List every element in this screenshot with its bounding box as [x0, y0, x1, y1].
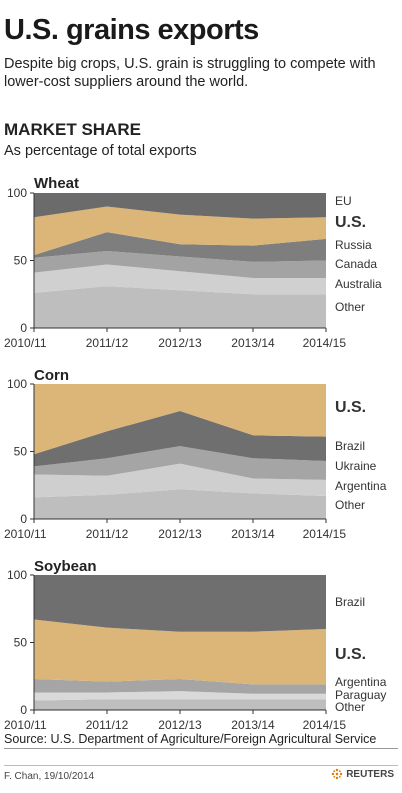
area-corn-brazil	[34, 411, 326, 467]
panel-title: Soybean	[34, 558, 97, 575]
series-label: Other	[335, 700, 365, 714]
x-tick-label: 2014/15	[303, 527, 347, 541]
source-note: Source: U.S. Department of Agriculture/F…	[4, 732, 377, 746]
area-soybean-us	[34, 619, 326, 685]
series-label: Ukraine	[335, 459, 377, 473]
charts-canvas: 0 50 100 2010/11 2011/12 2012/13 2013/14 2014/1…	[4, 175, 387, 730]
x-tick-label: 2012/13	[158, 527, 202, 541]
y-tick-label: 0	[20, 512, 27, 526]
y-tick-label: 100	[7, 377, 27, 391]
reuters-dots-icon	[332, 768, 343, 780]
y-tick-label: 50	[14, 254, 28, 268]
area-soybean-paraguay	[34, 691, 326, 701]
series-label: Canada	[335, 257, 377, 271]
series-label: U.S.	[335, 214, 366, 231]
series-label: Argentina	[335, 675, 387, 689]
x-tick-label: 2013/14	[231, 527, 275, 541]
section-subtitle: As percentage of total exports	[4, 143, 197, 159]
footer-rule-bottom	[4, 765, 398, 766]
series-label: U.S.	[335, 646, 366, 663]
area-wheat-russia	[34, 232, 326, 262]
brand-logo: REUTERS	[331, 768, 394, 780]
area-soybean-other	[34, 699, 326, 710]
x-tick-label: 2014/15	[303, 718, 347, 730]
y-tick-label: 100	[7, 186, 27, 200]
area-wheat-other	[34, 286, 326, 328]
area-wheat-australia	[34, 264, 326, 295]
series-label: U.S.	[335, 399, 366, 416]
series-label: Australia	[335, 277, 382, 291]
y-tick-label: 50	[14, 445, 28, 459]
x-tick-label: 2010/11	[4, 336, 47, 350]
area-wheat-eu	[34, 193, 326, 219]
x-tick-label: 2011/12	[86, 527, 129, 541]
brand-name: REUTERS	[346, 768, 394, 780]
area-corn-ukraine	[34, 446, 326, 480]
y-tick-label: 0	[20, 321, 27, 335]
y-tick-label: 0	[20, 703, 27, 717]
x-tick-label: 2011/12	[86, 336, 129, 350]
y-tick-label: 50	[14, 636, 28, 650]
series-label: Russia	[335, 238, 372, 252]
x-tick-label: 2010/11	[4, 718, 47, 730]
x-tick-label: 2013/14	[231, 718, 275, 730]
area-wheat-canada	[34, 251, 326, 279]
panel-title: Corn	[34, 367, 69, 384]
series-label: Argentina	[335, 479, 387, 493]
area-corn-argentina	[34, 463, 326, 498]
x-tick-label: 2011/12	[86, 718, 129, 730]
series-label: EU	[335, 194, 352, 208]
page-title: U.S. grains exports	[4, 14, 259, 46]
series-label: Paraguay	[335, 688, 386, 702]
area-corn-us	[34, 384, 326, 455]
x-tick-label: 2010/11	[4, 527, 47, 541]
y-tick-label: 100	[7, 568, 27, 582]
area-corn-other	[34, 489, 326, 519]
panel-title: Wheat	[34, 175, 79, 192]
section-title: MARKET SHARE	[4, 120, 141, 139]
series-label: Brazil	[335, 595, 365, 609]
x-tick-label: 2013/14	[231, 336, 275, 350]
area-soybean-brazil	[34, 575, 326, 632]
series-label: Brazil	[335, 439, 365, 453]
credit-line: F. Chan, 19/10/2014	[4, 771, 95, 782]
x-tick-label: 2012/13	[158, 336, 202, 350]
series-label: Other	[335, 300, 365, 314]
area-soybean-argentina	[34, 678, 326, 694]
x-tick-label: 2014/15	[303, 336, 347, 350]
series-label: Other	[335, 498, 365, 512]
footer-rule	[4, 748, 398, 749]
page-subtitle: Despite big crops, U.S. grain is struggl…	[4, 56, 376, 90]
x-tick-label: 2012/13	[158, 718, 202, 730]
